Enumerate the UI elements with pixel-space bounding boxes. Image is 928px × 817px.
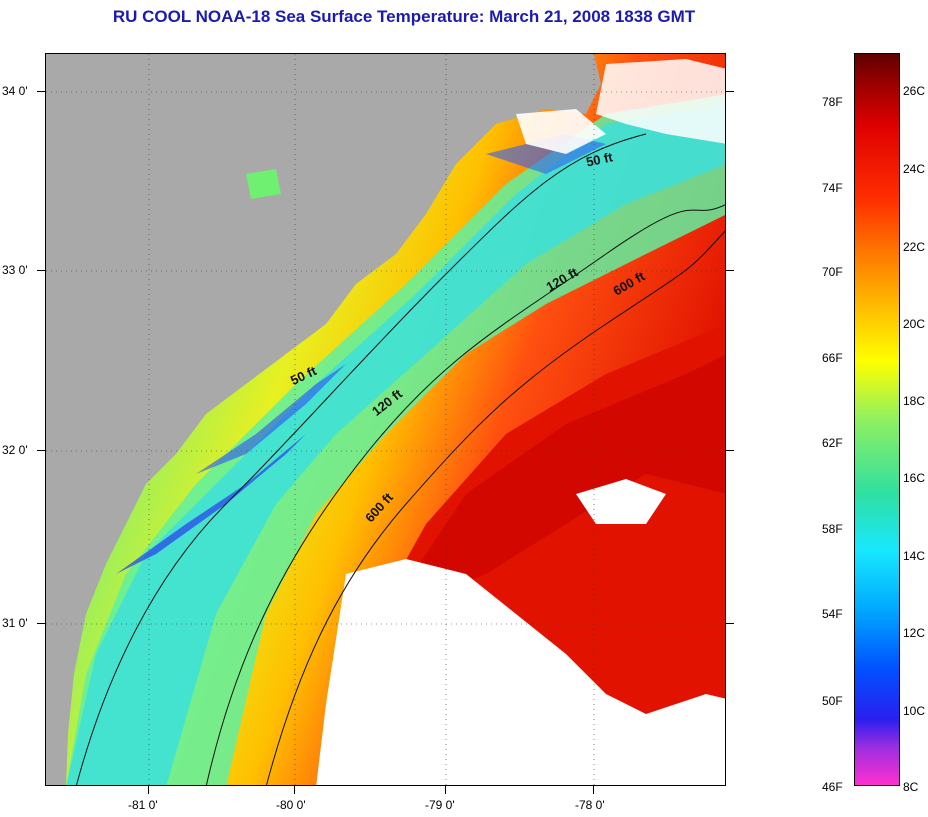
- colorbar-c-label: 18C: [903, 394, 926, 408]
- lat-tick-right: [726, 450, 734, 451]
- contour-120ft: [205, 204, 725, 785]
- colorbar-f-label: 70F: [822, 265, 843, 279]
- colorbar-c-label: 26C: [903, 84, 926, 98]
- contour-50ft: [76, 133, 647, 785]
- colorbar-c-label: 10C: [903, 704, 926, 718]
- lat-tick: [37, 450, 45, 451]
- colorbar-f-label: 66F: [822, 351, 843, 365]
- lat-label-33: 33 0': [2, 263, 28, 277]
- graticule: [46, 54, 725, 785]
- cloud-cover-south: [316, 559, 725, 785]
- cloud-cover-patch: [576, 479, 666, 524]
- colorbar-c-label: 20C: [903, 317, 926, 331]
- lat-tick: [37, 91, 45, 92]
- lat-tick-right: [726, 91, 734, 92]
- lat-tick-right: [726, 270, 734, 271]
- colorbar-c-label: 14C: [903, 549, 926, 563]
- cold-streak-2: [196, 364, 346, 474]
- contour-600ft: [266, 230, 725, 785]
- colorbar-f-label: 54F: [822, 607, 843, 621]
- colorbar-f-label: 50F: [822, 694, 843, 708]
- lon-label-80: -80 0': [276, 798, 306, 812]
- colorbar-c-label: 24C: [903, 162, 926, 176]
- lat-tick: [37, 623, 45, 624]
- land-mass: [46, 54, 601, 785]
- colorbar-f-label: 62F: [822, 436, 843, 450]
- colorbar-c-label: 22C: [903, 240, 926, 254]
- lon-tick: [445, 786, 446, 794]
- lat-tick-right: [726, 623, 734, 624]
- cool-shelf-band: [66, 94, 725, 785]
- nearshore-cold-band: [66, 104, 725, 785]
- lon-label-79: -79 0': [425, 798, 455, 812]
- lon-label-78: -78 0': [575, 798, 605, 812]
- lon-tick: [294, 786, 295, 794]
- gulf-stream-core: [386, 354, 725, 614]
- cloud-cover-coastal: [516, 109, 606, 154]
- colorbar-c-label: 16C: [903, 471, 926, 485]
- lat-label-31: 31 0': [2, 616, 28, 630]
- lat-label-32: 32 0': [2, 443, 28, 457]
- inland-lake: [246, 169, 281, 199]
- sst-map-graphic: [46, 54, 725, 785]
- colorbar-f-label: 58F: [822, 522, 843, 536]
- lon-tick: [593, 786, 594, 794]
- lat-tick: [37, 270, 45, 271]
- colorbar-f-label: 78F: [822, 95, 843, 109]
- lon-tick: [148, 786, 149, 794]
- cloud-cover-north: [596, 59, 725, 144]
- lat-label-34: 34 0': [2, 84, 28, 98]
- sst-map: [45, 53, 726, 786]
- colorbar-f-label: 74F: [822, 181, 843, 195]
- temperature-colorbar: [854, 53, 900, 786]
- colorbar-c-label: 12C: [903, 626, 926, 640]
- lon-label-81: -81 0': [128, 798, 158, 812]
- colorbar-f-label: 46F: [822, 780, 843, 794]
- colorbar-c-label: 8C: [903, 780, 919, 794]
- map-title: RU COOL NOAA-18 Sea Surface Temperature:…: [112, 7, 696, 26]
